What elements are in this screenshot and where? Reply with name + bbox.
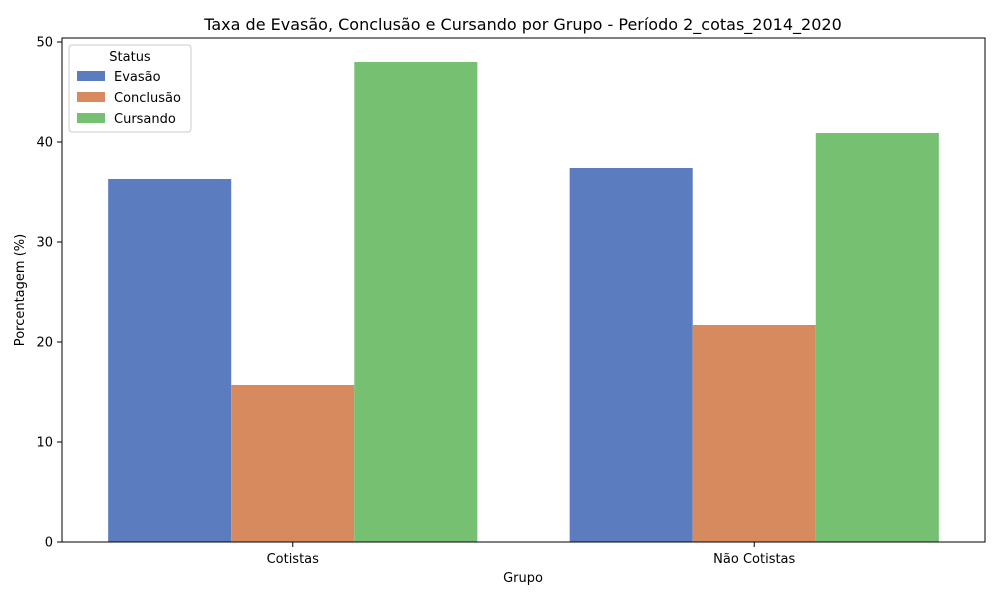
legend: Status Evasão Conclusão Cursando	[68, 44, 192, 133]
bar-cursando-2	[815, 133, 939, 542]
legend-swatch-cursando	[77, 113, 105, 123]
y-tick-label: 10	[36, 436, 53, 451]
legend-entry: Evasão	[114, 70, 161, 85]
bar-evasão-2	[569, 168, 693, 542]
y-tick-label: 20	[36, 336, 53, 351]
y-tick-label: 0	[45, 536, 53, 551]
legend-box	[68, 44, 192, 133]
x-tick-label: Não Cotistas	[713, 552, 795, 567]
y-tick-label: 50	[36, 36, 53, 51]
legend-swatch-evasão	[77, 71, 105, 81]
legend-entry: Cursando	[114, 112, 176, 127]
bar-cursando-1	[354, 62, 478, 542]
y-tick-label: 40	[36, 136, 53, 151]
x-axis-label: Grupo	[503, 571, 543, 586]
legend-entry: Conclusão	[114, 91, 181, 106]
legend-title: Status	[109, 50, 151, 65]
y-tick-label: 30	[36, 236, 53, 251]
y-axis-label: Porcentagem (%)	[13, 234, 28, 346]
bar-evasão-1	[108, 179, 232, 542]
x-tick-label: Cotistas	[267, 552, 320, 567]
plot-frame	[61, 37, 986, 543]
legend-swatch-conclusão	[77, 92, 105, 102]
bars-layer	[108, 62, 939, 542]
chart-title: Taxa de Evasão, Conclusão e Cursando por…	[203, 15, 842, 35]
bar-conclusão-2	[692, 325, 816, 542]
axes-layer: Cotistas Não Cotistas 0 10 20 30 40 50	[36, 36, 986, 567]
bar-conclusão-1	[231, 385, 355, 542]
